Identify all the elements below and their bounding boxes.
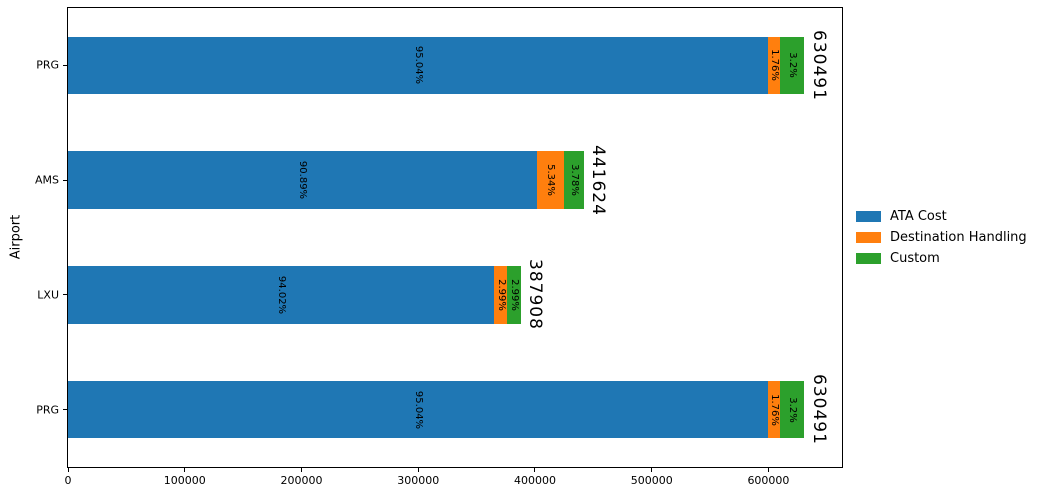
segment-percent-label: 95.04% [412,390,424,429]
y-tick-mark [63,294,67,296]
bar-total-label: 630491 [808,29,829,101]
bar-segment-ata-cost: 90.89% [68,151,537,209]
x-tick-mark [67,468,69,472]
bar-total-wrap: 630491 [804,8,832,123]
legend: ATA Cost Destination Handling Custom [856,206,1027,269]
segment-percent-label: 3.78% [568,164,580,197]
y-tick-label: LXU [37,288,59,302]
bar-segment-destination-handling: 1.76% [767,36,781,95]
stacked-bar: 95.04% 1.76% 3.2% [68,380,805,439]
legend-color-patch [856,211,881,222]
y-tick-mark [63,64,67,66]
segment-percent-label: 1.76% [769,393,780,426]
x-tick-mark [300,468,302,472]
bar-row: 95.04% 1.76% 3.2% 630491 [68,8,842,123]
bar-segment-destination-handling: 2.99% [493,266,508,324]
bar-segment-custom: 2.99% [507,266,521,324]
x-tick-label: 100000 [163,474,206,487]
segment-percent-label: 3.2% [787,52,799,79]
x-tick-label: 200000 [280,474,323,487]
bar-total-label: 387908 [525,259,546,331]
bar-row: 90.89% 5.34% 3.78% 441624 [68,123,842,238]
bar-total-wrap: 630491 [804,352,832,467]
segment-percent-label: 95.04% [412,46,424,85]
bar-segment-destination-handling: 5.34% [536,151,565,209]
y-tick-mark [63,179,67,181]
legend-color-patch [856,253,881,264]
bar-total-label: 441624 [588,144,609,216]
x-tick-mark [767,468,769,472]
x-tick-label: 600000 [747,474,790,487]
bar-total-label: 630491 [808,374,829,446]
legend-item: Destination Handling [856,227,1027,248]
x-tick-mark [651,468,653,472]
x-tick-mark [417,468,419,472]
bar-row: 95.04% 1.76% 3.2% 630491 [68,352,842,467]
bar-segment-custom: 3.78% [564,151,584,209]
x-tick-mark [534,468,536,472]
stacked-bar: 90.89% 5.34% 3.78% [68,151,584,209]
y-axis-label: Airport [8,214,24,260]
x-tick-mark [184,468,186,472]
legend-color-patch [856,232,881,243]
bar-total-wrap: 441624 [584,123,612,238]
bar-segment-ata-cost: 95.04% [68,380,768,439]
x-tick-label: 0 [64,474,72,487]
segment-percent-label: 90.89% [297,161,309,200]
y-tick-label: PRG [36,403,59,417]
bar-segment-custom: 3.2% [780,380,805,439]
segment-percent-label: 2.99% [495,278,507,311]
bar-row: 94.02% 2.99% 2.99% 387908 [68,238,842,353]
segment-percent-label: 2.99% [509,278,521,311]
x-tick-label: 500000 [630,474,673,487]
segment-percent-label: 3.2% [787,396,799,423]
y-tick-label: PRG [36,58,59,72]
bar-total-wrap: 387908 [521,238,549,353]
legend-item: ATA Cost [856,206,1027,227]
stacked-bar: 94.02% 2.99% 2.99% [68,266,521,324]
bar-segment-ata-cost: 95.04% [68,36,768,95]
bar-segment-ata-cost: 94.02% [68,266,494,324]
y-tick-label: AMS [35,173,59,187]
plot-area: 95.04% 1.76% 3.2% 630491 PRG 90.89% 5.34% 3.78%… [35,7,843,486]
y-tick-mark [63,409,67,411]
legend-item-label: ATA Cost [890,209,947,224]
bar-segment-custom: 3.2% [780,36,805,95]
legend-item: Custom [856,248,1027,269]
bar-segment-destination-handling: 1.76% [767,380,781,439]
segment-percent-label: 1.76% [769,49,780,82]
stacked-bar: 95.04% 1.76% 3.2% [68,36,805,95]
x-tick-label: 300000 [397,474,440,487]
x-tick-label: 400000 [513,474,556,487]
legend-item-label: Destination Handling [890,230,1027,245]
segment-percent-label: 5.34% [545,164,557,197]
segment-percent-label: 94.02% [275,275,287,314]
legend-item-label: Custom [890,251,940,266]
